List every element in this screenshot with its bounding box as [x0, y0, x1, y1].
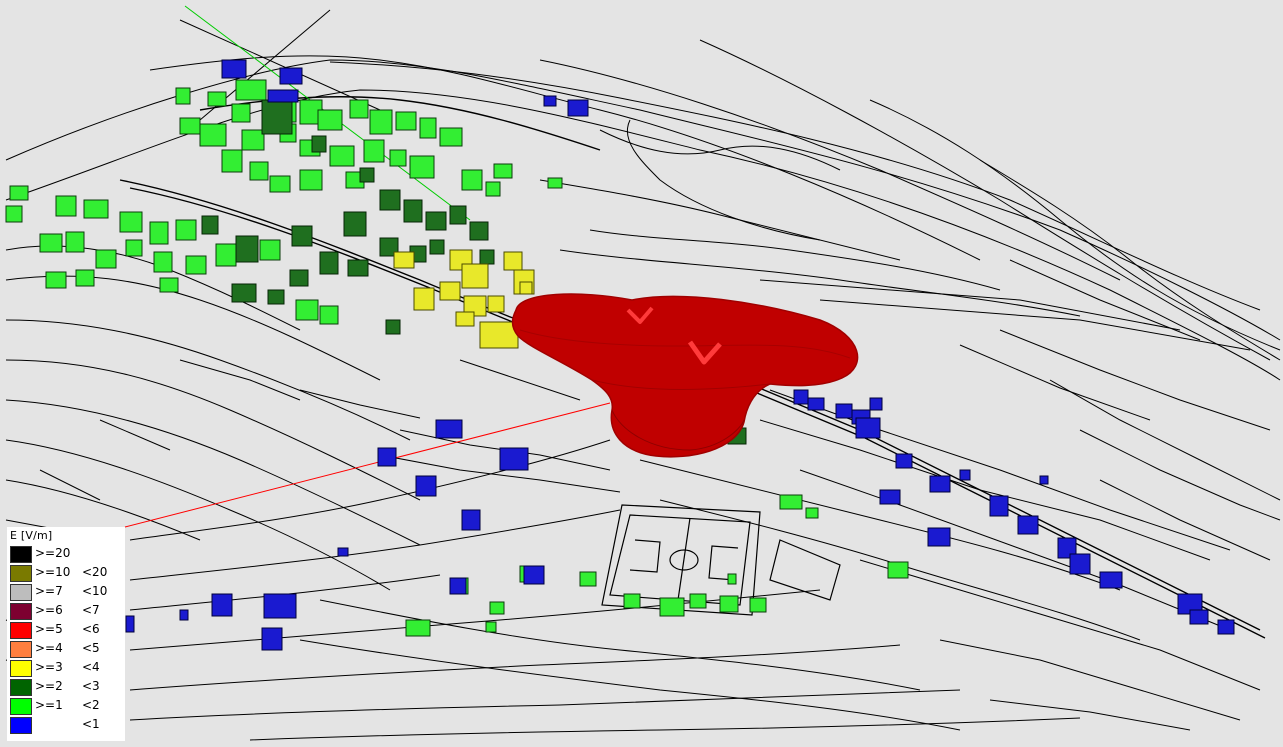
legend-min-label: >=10 [35, 565, 71, 579]
legend-row: >=4 <5 [10, 640, 124, 659]
legend-swatch [10, 641, 32, 658]
legend-row: >=1 <2 [10, 697, 124, 716]
legend-row: >=3 <4 [10, 659, 124, 678]
legend-max-label: <10 [82, 584, 108, 598]
legend-min-label: >=2 [35, 679, 63, 693]
buildings-level-2-3 [201, 99, 747, 445]
legend-swatch [10, 622, 32, 639]
legend-min-label: >=1 [35, 698, 63, 712]
legend-min-label: >=4 [35, 641, 63, 655]
legend-max-label: <6 [82, 622, 100, 636]
legend-min-label: >=6 [35, 603, 63, 617]
legend-max-label: <4 [82, 660, 100, 674]
legend-row: >=5 <6 [10, 621, 124, 640]
legend-swatch [10, 546, 32, 563]
legend-swatch [10, 660, 32, 677]
legend-row: >=10 <20 [10, 564, 124, 583]
legend-row: >=2 <3 [10, 678, 124, 697]
legend-title: E [V/m] [10, 529, 53, 542]
legend-row: >=20 [10, 545, 124, 564]
field-strength-legend: E [V/m] >=20 >=10 <20 >=7 <10 >=6 <7 >=5 <6 >=4 <5… [7, 527, 125, 741]
legend-swatch [10, 679, 32, 696]
legend-min-label: >=7 [35, 584, 63, 598]
legend-max-label: <7 [82, 603, 100, 617]
buildings-below-1 [125, 59, 1235, 651]
legend-min-label: >=20 [35, 546, 71, 560]
buildings-level-3-4 [393, 249, 535, 349]
legend-min-label: >=3 [35, 660, 63, 674]
legend-swatch [10, 717, 32, 734]
sports-field [601, 504, 841, 616]
legend-swatch [10, 603, 32, 620]
terrain-contour-lines [5, 9, 1281, 741]
legend-max-label: <1 [82, 717, 100, 731]
legend-max-label: <3 [82, 679, 100, 693]
legend-row: >=6 <7 [10, 602, 124, 621]
legend-row: <1 [10, 716, 124, 735]
legend-row: >=7 <10 [10, 583, 124, 602]
field-strength-volume [511, 293, 859, 458]
legend-swatch [10, 584, 32, 601]
legend-max-label: <2 [82, 698, 100, 712]
legend-max-label: <20 [82, 565, 108, 579]
legend-max-label: <5 [82, 641, 100, 655]
legend-swatch [10, 698, 32, 715]
legend-min-label: >=5 [35, 622, 63, 636]
legend-swatch [10, 565, 32, 582]
